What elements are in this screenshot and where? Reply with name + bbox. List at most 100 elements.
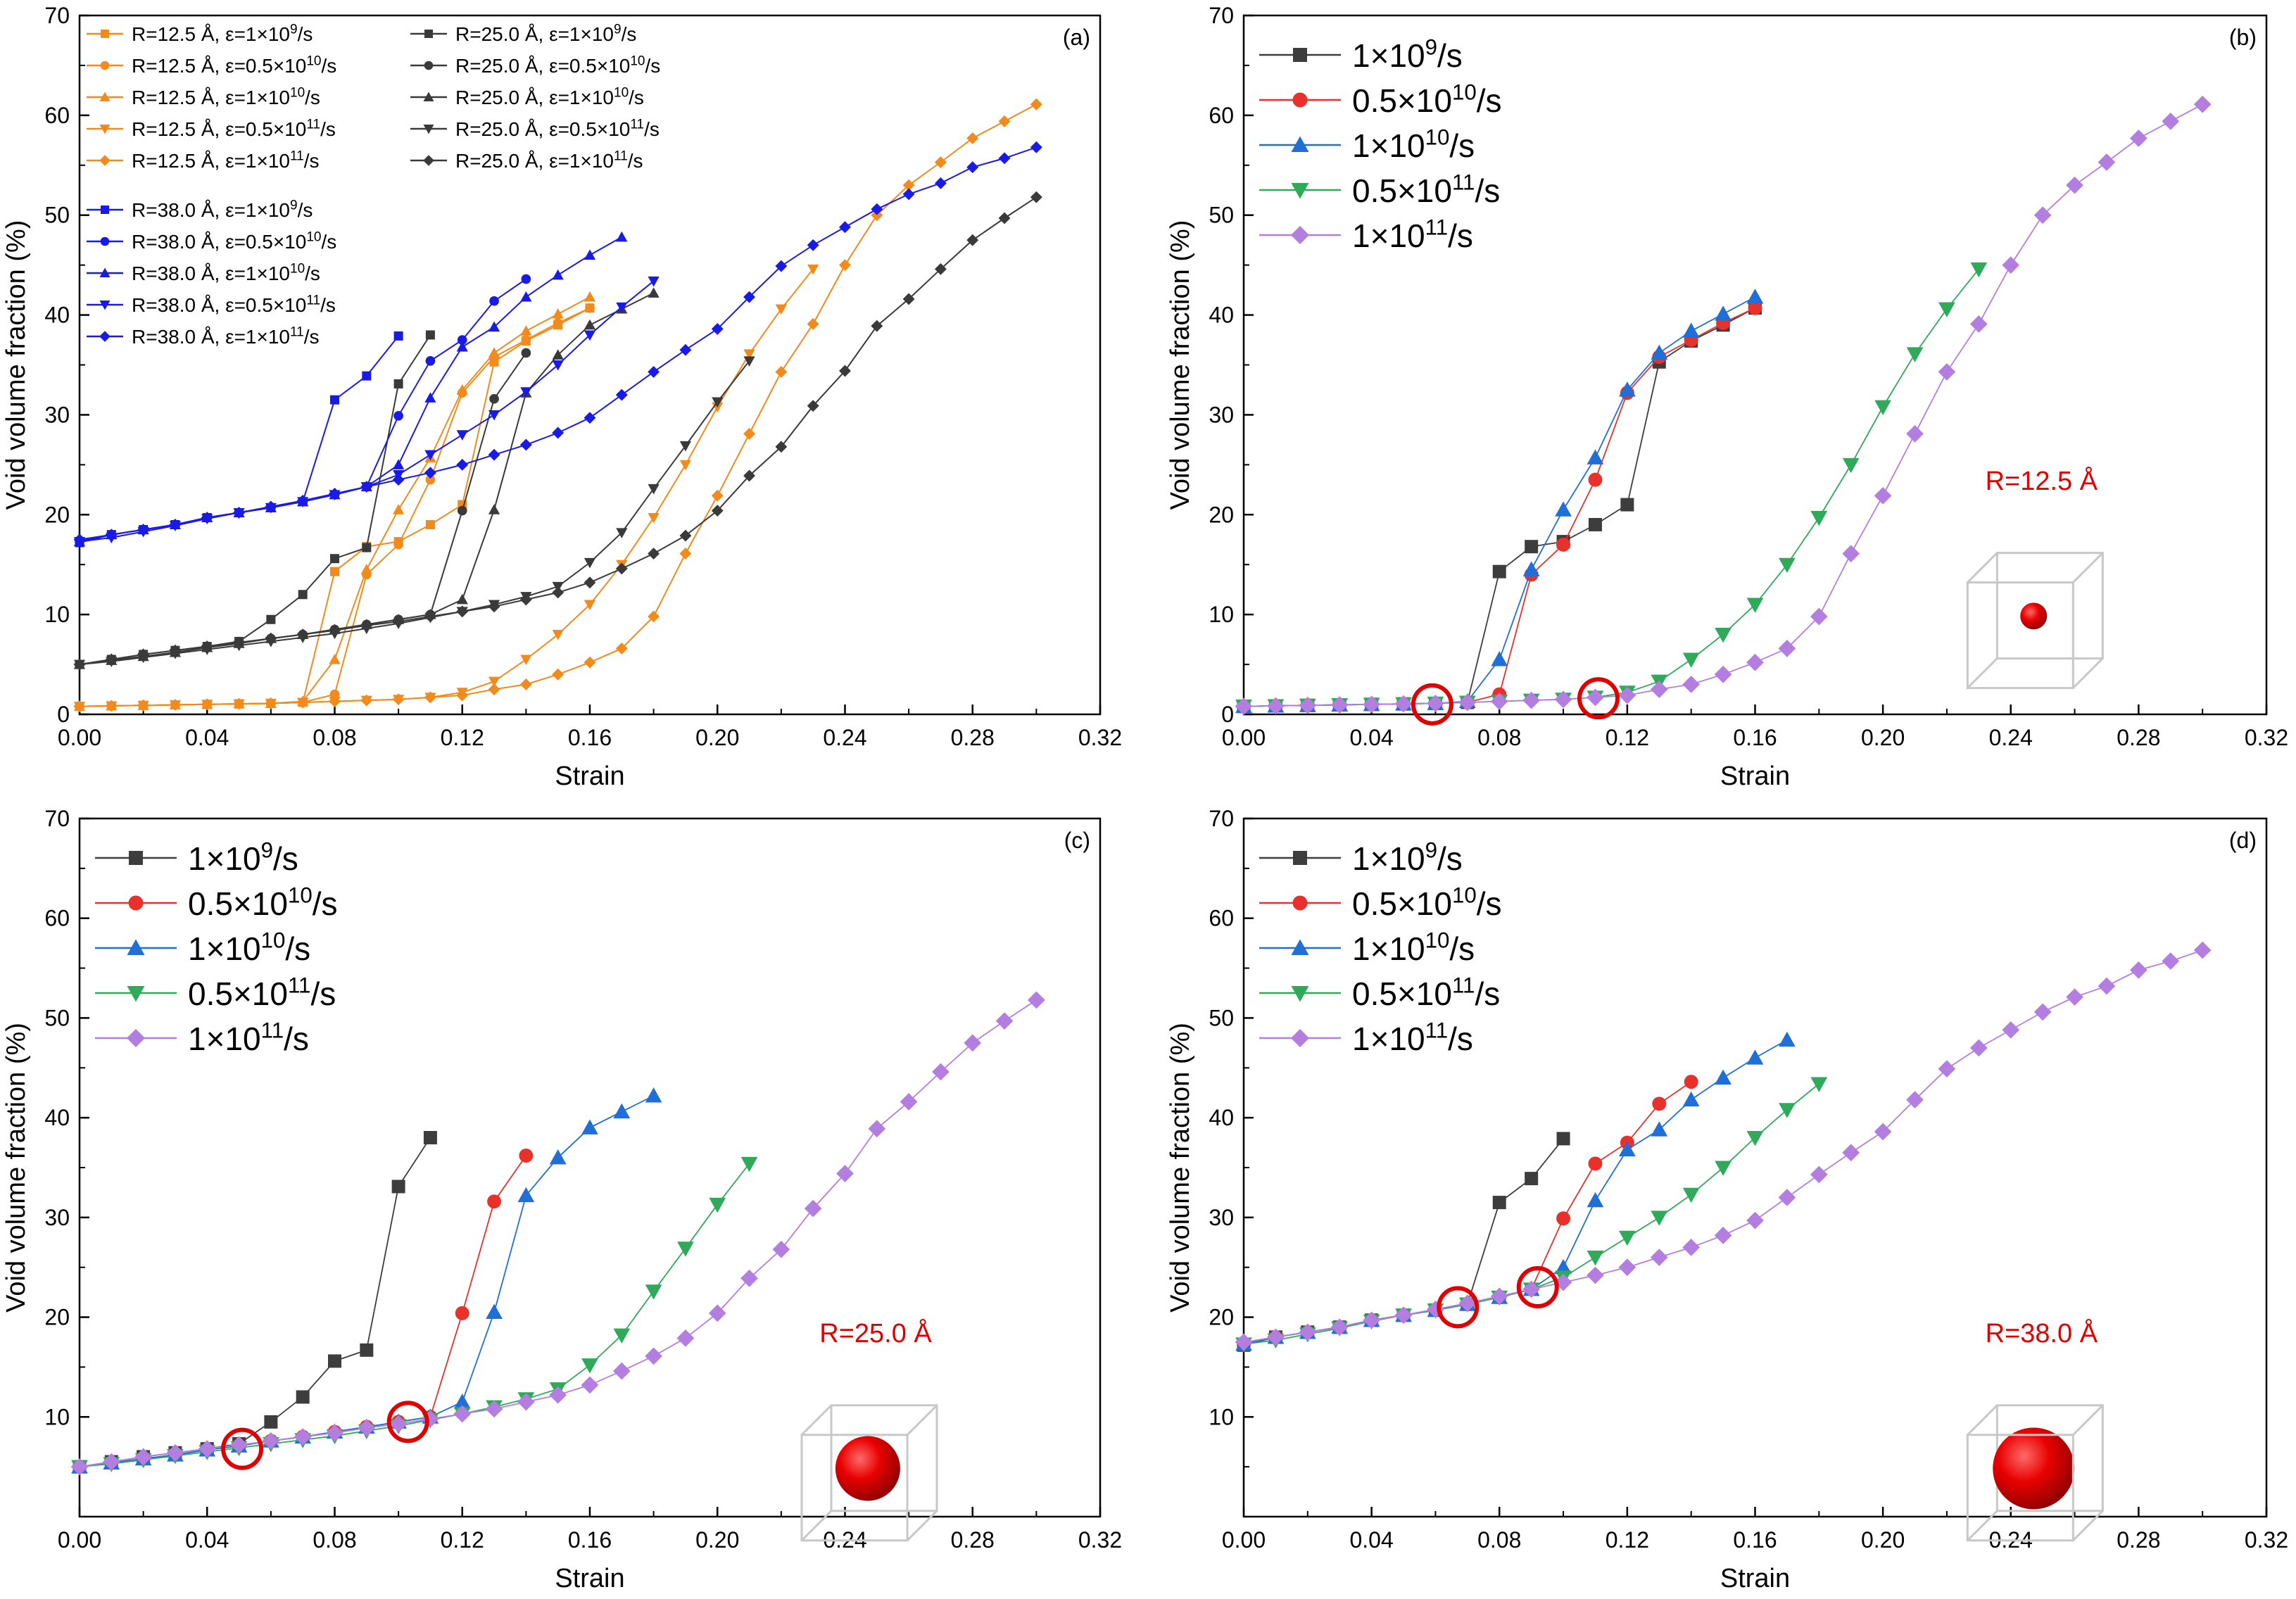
data-point: [552, 349, 564, 360]
data-point: [456, 384, 468, 395]
data-point: [1810, 1077, 1828, 1092]
data-point: [743, 291, 756, 303]
data-point: [393, 540, 403, 550]
data-point: [934, 177, 947, 189]
inset-box-edge: [1967, 552, 1998, 583]
data-point: [456, 605, 469, 618]
legend-label: R=38.0 Å, ε=0.5×1010/s: [132, 229, 336, 253]
data-point: [1492, 1196, 1506, 1210]
panel-b: 0.00 0.04 0.08 0.12 0.16 0.20 0.24 0.28 0.32 0 10 2…: [1166, 3, 2288, 791]
data-point: [1746, 653, 1764, 671]
data-point: [1684, 1075, 1698, 1089]
data-point: [616, 231, 628, 242]
data-point: [2002, 1021, 2020, 1039]
data-point: [871, 203, 883, 215]
data-point: [902, 293, 915, 305]
x-tick-label: 0.00: [1222, 725, 1266, 750]
legend-label: 1×109/s: [1352, 838, 1463, 877]
data-point: [775, 304, 787, 315]
data-point: [1522, 691, 1541, 709]
legend-marker: [99, 301, 111, 310]
legend-item: R=38.0 Å, ε=1×109/s: [87, 198, 313, 221]
data-point: [645, 1347, 662, 1365]
legend: 1×109/s 0.5×1010/s 1×1010/s 0.5×1011/s 1×101…: [95, 838, 338, 1057]
series-9: [73, 191, 1042, 671]
data-point: [1267, 697, 1285, 715]
x-tick-label: 0.08: [313, 1527, 356, 1553]
data-point: [169, 699, 182, 711]
data-point: [425, 519, 435, 529]
data-point: [553, 318, 563, 328]
data-point: [839, 365, 851, 377]
data-point: [2002, 256, 2020, 274]
data-point: [298, 590, 308, 600]
x-axis-title: Strain: [1720, 761, 1790, 791]
legend-label: 0.5×1011/s: [1352, 973, 1500, 1012]
legend-item: 1×1010/s: [1259, 928, 1475, 967]
data-point: [2033, 1003, 2052, 1021]
data-point: [1746, 1049, 1764, 1065]
data-point: [1587, 1266, 1604, 1284]
x-tick-label: 0.32: [1078, 725, 1122, 750]
inset-box-edge: [2072, 1404, 2104, 1436]
legend-label: 0.5×1011/s: [1352, 170, 1500, 209]
y-tick-label: 50: [1209, 1005, 1234, 1030]
data-point: [615, 388, 628, 401]
data-point: [552, 668, 564, 681]
legend-label: R=25.0 Å, ε=1×109/s: [455, 22, 636, 45]
inset-box-edge: [906, 1404, 938, 1436]
legend-marker: [423, 125, 434, 134]
data-point: [677, 1241, 694, 1257]
data-point: [612, 1362, 631, 1380]
data-point: [1682, 1187, 1700, 1203]
data-point: [201, 640, 213, 652]
legend-label: 1×1011/s: [1352, 215, 1473, 254]
y-tick-label: 20: [1209, 502, 1234, 527]
x-tick-label: 0.00: [58, 725, 101, 750]
panel-tag: (a): [1063, 25, 1090, 50]
data-point: [1556, 1211, 1571, 1226]
data-point: [2193, 95, 2212, 113]
data-point: [1267, 1328, 1285, 1346]
y-tick-label: 60: [1209, 103, 1234, 128]
data-point: [393, 459, 405, 469]
x-tick-label: 0.00: [1222, 1527, 1266, 1553]
data-point: [424, 610, 436, 623]
data-point: [966, 132, 979, 144]
radius-annotation: R=12.5 Å: [1986, 465, 2098, 496]
data-point: [1587, 1251, 1604, 1266]
inset-box-edge: [1967, 1404, 1998, 1436]
data-point: [775, 365, 788, 378]
data-point: [424, 392, 436, 403]
legend-marker: [100, 61, 110, 70]
data-point: [425, 474, 436, 485]
data-point: [520, 387, 532, 398]
data-point: [1330, 696, 1349, 714]
x-tick-label: 0.04: [1349, 1527, 1393, 1553]
data-point: [1682, 1239, 1701, 1256]
data-point: [645, 1284, 662, 1300]
data-point: [457, 335, 467, 345]
y-tick-label: 70: [44, 806, 70, 831]
data-point: [266, 614, 276, 624]
data-point: [1682, 322, 1700, 338]
y-axis-title: Void volume fraction (%): [1166, 220, 1195, 510]
data-point: [584, 656, 596, 669]
data-point: [1555, 1258, 1572, 1275]
legend-marker: [1293, 851, 1307, 865]
data-point: [645, 1087, 662, 1103]
data-point: [73, 658, 86, 671]
legend-label: R=12.5 Å, ε=0.5×1010/s: [132, 53, 336, 77]
y-tick-label: 10: [1209, 1404, 1234, 1429]
data-point: [137, 524, 150, 536]
x-tick-label: 0.16: [568, 1527, 612, 1553]
legend-marker: [1293, 48, 1307, 62]
data-point: [549, 1386, 567, 1404]
data-point: [616, 302, 628, 313]
data-point: [455, 1306, 469, 1320]
legend-item: 1×109/s: [1259, 838, 1463, 877]
data-point: [2162, 113, 2180, 130]
onset-circle-marker: [1411, 683, 1453, 726]
data-point: [1525, 540, 1539, 554]
